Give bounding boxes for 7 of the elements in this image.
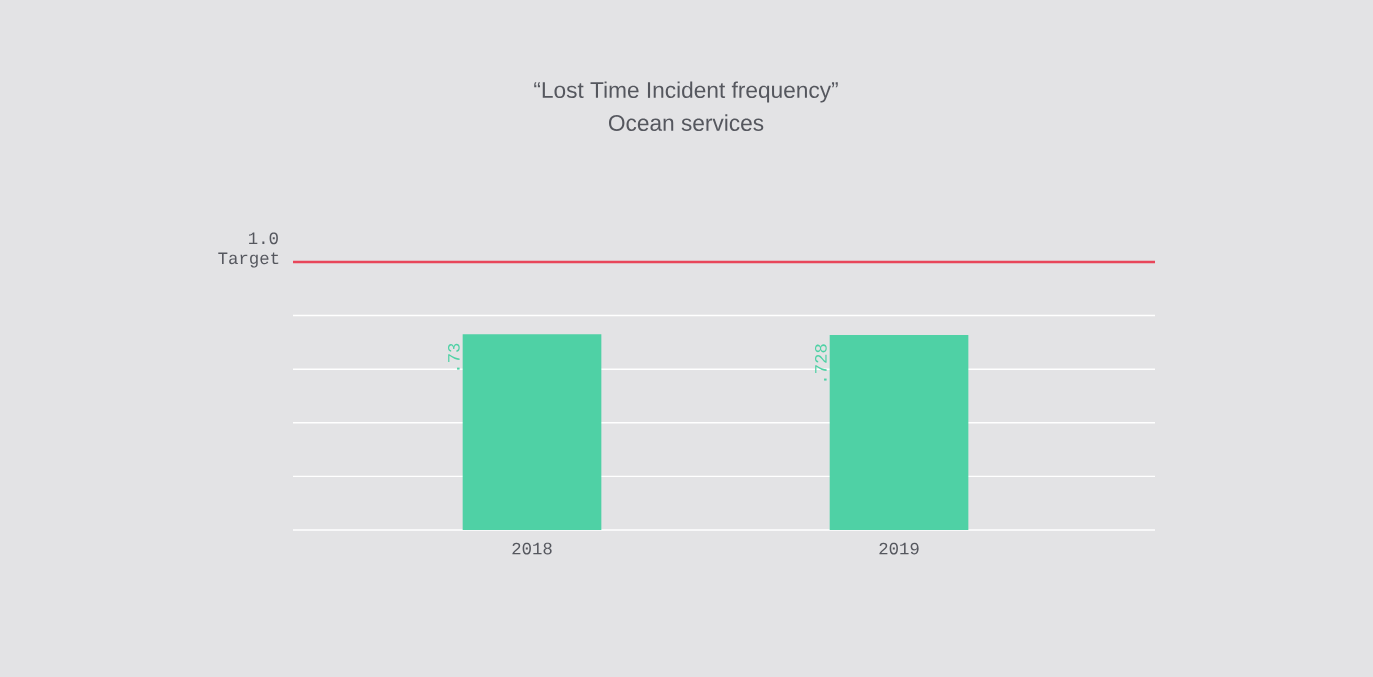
chart-subtitle: Ocean services — [608, 114, 764, 131]
x-tick-label: 2018 — [512, 542, 552, 555]
data-label: .728 — [814, 344, 827, 381]
data-label: .73 — [447, 343, 460, 370]
ref-line-label: 1.0 Target — [218, 232, 279, 268]
x-tick-label: 2019 — [879, 542, 919, 555]
chart-title: “Lost Time Incident frequency” — [534, 81, 838, 103]
